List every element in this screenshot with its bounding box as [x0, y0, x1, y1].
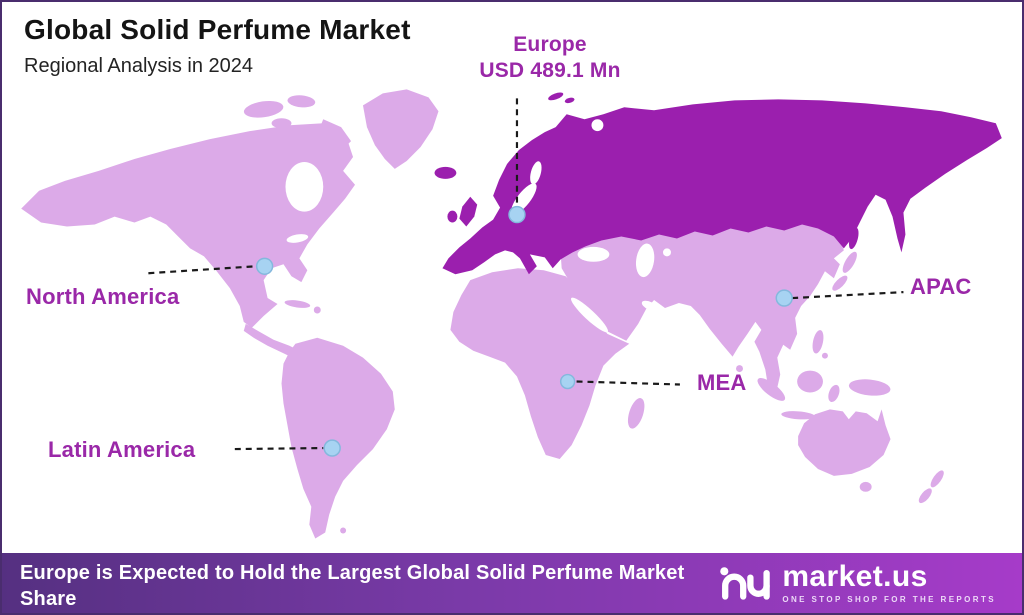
brand-text: market.us ONE STOP SHOP FOR THE REPORTS — [782, 562, 996, 604]
callout-lines — [148, 98, 904, 451]
madagascar-island — [627, 398, 645, 429]
north-america-label: North America — [26, 284, 180, 309]
asia-region — [559, 216, 844, 397]
brand-name: market.us — [782, 560, 928, 593]
new-guinea-island — [848, 379, 891, 396]
mea-marker — [559, 373, 576, 390]
europe-value: USD 489.1 Mn — [479, 59, 621, 83]
japan-islands — [832, 251, 857, 291]
north-america-marker — [255, 257, 274, 275]
region-markers — [255, 205, 793, 457]
latin-america-marker — [323, 439, 341, 457]
hudson-bay — [285, 161, 324, 212]
apac-label: APAC — [910, 274, 972, 299]
greenland-region — [362, 89, 439, 169]
red-sea — [571, 297, 608, 333]
ireland-island — [447, 210, 458, 223]
market-us-logo-icon — [720, 567, 771, 600]
persian-gulf — [641, 300, 659, 312]
europe-highlighted-region — [434, 92, 1002, 275]
sakhalin-island — [848, 227, 859, 250]
europe-label: Europe — [513, 33, 587, 56]
page-subtitle: Regional Analysis in 2024 — [24, 55, 254, 77]
borneo-island — [797, 370, 823, 393]
europe-marker — [508, 205, 526, 224]
iceland-island — [434, 166, 457, 179]
baffin-island — [319, 119, 352, 152]
page-title: Global Solid Perfume Market — [24, 14, 411, 45]
mea-label: MEA — [697, 370, 747, 395]
north-america-callout-line — [148, 265, 256, 275]
caspian-sea — [635, 243, 655, 278]
europe-callout-label: Europe USD 489.1 Mn — [432, 32, 668, 85]
sumatra-island — [757, 378, 786, 401]
central-america-region — [243, 323, 300, 360]
north-america-region — [21, 123, 356, 328]
uk-island — [459, 196, 478, 227]
header: Global Solid Perfume Market Regional Ana… — [24, 14, 411, 78]
footer-bar: Europe is Expected to Hold the Largest G… — [2, 553, 1022, 613]
south-america-region — [281, 337, 395, 539]
black-sea — [577, 246, 610, 262]
apac-callout-line — [792, 291, 904, 300]
brand-logo: market.us ONE STOP SHOP FOR THE REPORTS — [718, 553, 1022, 613]
brand-tagline: ONE STOP SHOP FOR THE REPORTS — [782, 595, 996, 604]
latin-america-label: Latin America — [48, 437, 196, 462]
footer-headline: Europe is Expected to Hold the Largest G… — [20, 562, 685, 610]
new-zealand-islands — [918, 470, 944, 504]
latin-america-callout-line — [234, 446, 324, 451]
australia-region — [798, 409, 891, 476]
apac-marker — [775, 289, 793, 307]
